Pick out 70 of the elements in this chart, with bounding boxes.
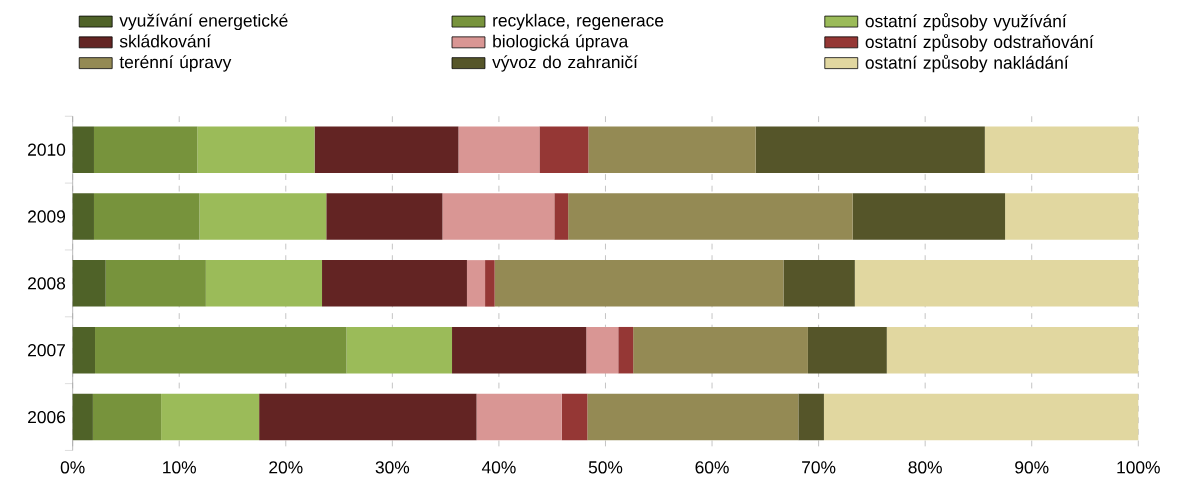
x-tick-label: 90% bbox=[1015, 461, 1049, 474]
bar bbox=[798, 393, 824, 441]
bar bbox=[92, 393, 162, 441]
x-tick-label: 30% bbox=[375, 461, 410, 474]
bar bbox=[633, 327, 808, 374]
legend-label: vývoz do zahraničí bbox=[492, 55, 638, 72]
legend-label: skládkování bbox=[119, 34, 211, 48]
bar bbox=[476, 393, 562, 441]
bar bbox=[586, 327, 619, 374]
bar bbox=[197, 126, 315, 174]
x-tick-label: 70% bbox=[802, 461, 836, 474]
legend-label: ostatní způsoby odstraňování bbox=[865, 33, 1094, 52]
bar bbox=[105, 260, 206, 307]
bar bbox=[72, 126, 94, 174]
bar bbox=[93, 126, 198, 174]
bar bbox=[1005, 193, 1139, 240]
legend-label: recyklace, regenerace bbox=[493, 13, 664, 31]
bar bbox=[95, 327, 347, 374]
bar bbox=[72, 393, 93, 441]
bar bbox=[322, 260, 467, 307]
bar bbox=[72, 193, 94, 240]
bar bbox=[259, 393, 477, 441]
bar bbox=[199, 193, 327, 240]
x-tick-label: 20% bbox=[269, 461, 303, 474]
bar bbox=[539, 126, 589, 174]
x-tick-label: 60% bbox=[695, 461, 729, 474]
bar bbox=[466, 260, 486, 307]
legend-label: ostatní způsoby nakládání bbox=[865, 54, 1069, 73]
legend-label: biologická úprava bbox=[493, 34, 629, 51]
y-tick-label: 2007 bbox=[28, 344, 65, 357]
bar bbox=[72, 327, 96, 374]
bar bbox=[854, 260, 1139, 307]
legend-label: terénní úpravy bbox=[119, 55, 232, 72]
bar bbox=[72, 260, 106, 307]
bar bbox=[452, 327, 587, 374]
bar bbox=[783, 260, 855, 307]
bar bbox=[485, 260, 495, 307]
x-tick-label: 10% bbox=[163, 461, 196, 474]
bar bbox=[161, 393, 260, 441]
legend-label: využívání energetické bbox=[119, 13, 288, 31]
bar bbox=[494, 260, 784, 307]
bar bbox=[984, 126, 1139, 174]
x-tick-label: 100% bbox=[1117, 461, 1160, 474]
bar bbox=[886, 327, 1139, 374]
bar bbox=[561, 393, 588, 441]
y-tick-label: 2010 bbox=[28, 143, 66, 156]
bar bbox=[346, 327, 453, 374]
x-tick-label: 50% bbox=[588, 461, 623, 474]
bar bbox=[314, 126, 459, 174]
bar bbox=[326, 193, 443, 240]
bar bbox=[205, 260, 323, 307]
bar bbox=[618, 327, 634, 374]
bar bbox=[554, 193, 569, 240]
bar bbox=[755, 126, 985, 174]
x-tick-label: 80% bbox=[908, 461, 942, 474]
bar bbox=[568, 193, 853, 240]
x-tick-label: 0% bbox=[60, 461, 85, 474]
legend-label: ostatní způsoby využívání bbox=[865, 13, 1067, 31]
bar bbox=[588, 126, 756, 174]
bar bbox=[93, 193, 200, 240]
y-tick-label: 2008 bbox=[28, 277, 66, 290]
bar bbox=[442, 193, 555, 240]
bar bbox=[823, 393, 1139, 441]
bar bbox=[458, 126, 540, 174]
y-tick-label: 2006 bbox=[28, 410, 66, 424]
y-tick-label: 2009 bbox=[28, 210, 66, 223]
bar bbox=[807, 327, 887, 374]
bar bbox=[852, 193, 1006, 240]
bar bbox=[587, 393, 799, 441]
x-tick-label: 40% bbox=[481, 461, 516, 474]
